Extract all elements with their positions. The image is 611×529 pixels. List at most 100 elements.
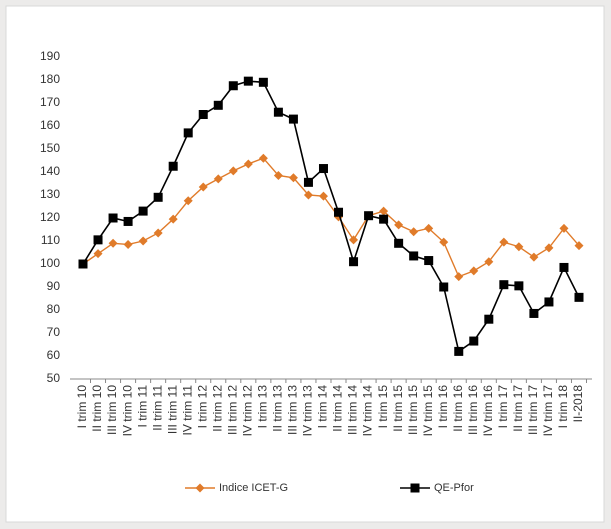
data-point — [379, 206, 389, 216]
x-tick-label: IV trim 12 — [241, 385, 255, 437]
x-tick-label: II trim 13 — [271, 385, 285, 432]
data-point — [228, 166, 238, 176]
data-point — [379, 214, 389, 224]
x-tick-label: III trim 15 — [406, 385, 420, 435]
x-tick-label: III trim 12 — [225, 385, 239, 435]
x-tick-label: III trim 13 — [286, 385, 300, 435]
x-tick-label: IV trim 13 — [301, 385, 315, 437]
y-tick-label: 190 — [40, 49, 60, 63]
data-point — [349, 257, 359, 267]
data-point — [108, 213, 118, 223]
y-tick-label: 80 — [47, 302, 61, 316]
x-tick-label: IV trim 14 — [361, 385, 375, 437]
data-point — [273, 107, 283, 117]
data-point — [318, 191, 328, 201]
x-tick-label: II trim 11 — [150, 385, 164, 431]
data-point — [303, 190, 313, 200]
data-point — [484, 314, 494, 324]
x-tick-label: IV trim 16 — [481, 385, 495, 437]
x-tick-label: IV trim 15 — [421, 385, 435, 437]
data-point — [93, 235, 103, 245]
y-tick-label: 170 — [40, 95, 60, 109]
data-point — [454, 272, 464, 282]
legend-label: QE-Pfor — [434, 482, 474, 494]
x-tick-label: I trim 14 — [316, 385, 330, 429]
data-point — [334, 207, 344, 217]
data-point — [123, 239, 133, 249]
x-tick-label: III trim 11 — [165, 385, 179, 434]
x-tick-label: II trim 10 — [90, 385, 104, 432]
x-tick-label: I trim 17 — [496, 385, 510, 429]
data-point — [303, 177, 313, 187]
data-point — [123, 216, 133, 226]
y-tick-label: 120 — [40, 210, 60, 224]
series-line — [82, 80, 580, 353]
x-tick-label: II trim 17 — [511, 385, 525, 432]
x-tick-label: IV trim 10 — [120, 385, 134, 437]
x-tick-label: I trim 13 — [256, 385, 270, 429]
data-point — [499, 280, 509, 290]
data-point — [574, 241, 584, 251]
y-tick-label: 180 — [40, 72, 60, 86]
x-tick-label: III trim 17 — [526, 385, 540, 435]
x-tick-label: I trim 12 — [195, 385, 209, 429]
data-point — [529, 308, 539, 318]
y-tick-label: 160 — [40, 118, 60, 132]
legend-marker — [195, 483, 205, 493]
x-tick-label: I trim 16 — [436, 385, 450, 429]
data-point — [243, 159, 253, 169]
data-point — [409, 251, 419, 261]
chart-frame — [5, 5, 605, 523]
data-point — [138, 236, 148, 246]
data-point — [514, 281, 524, 291]
data-point — [243, 76, 253, 86]
data-point — [544, 243, 554, 253]
data-point — [514, 242, 524, 252]
data-point — [544, 297, 554, 307]
data-point — [78, 259, 88, 269]
x-tick-label: III trim 10 — [105, 385, 119, 435]
x-tick-label: I trim 18 — [556, 385, 570, 429]
data-point — [559, 262, 569, 272]
x-tick-label: II trim 15 — [391, 385, 405, 432]
data-point — [198, 182, 208, 192]
data-point — [349, 235, 359, 245]
y-tick-label: 150 — [40, 141, 60, 155]
data-point — [288, 114, 298, 124]
data-point — [153, 192, 163, 202]
data-point — [288, 173, 298, 183]
data-point — [258, 77, 268, 87]
data-point — [574, 292, 584, 302]
data-point — [469, 336, 479, 346]
y-tick-label: 110 — [41, 233, 60, 247]
data-point — [484, 257, 494, 267]
data-point — [198, 110, 208, 119]
x-tick-label: III trim 14 — [346, 385, 360, 435]
data-point — [168, 161, 178, 171]
data-point — [228, 81, 238, 91]
data-point — [273, 170, 283, 180]
x-tick-label: II trim 16 — [451, 385, 465, 432]
y-tick-label: 90 — [47, 279, 61, 293]
data-point — [424, 223, 434, 233]
data-point — [183, 196, 193, 206]
data-point — [364, 211, 374, 221]
x-tick-label: II trim 12 — [210, 385, 224, 432]
data-point — [153, 228, 163, 238]
data-point — [138, 206, 148, 216]
x-tick-label: IV trim 17 — [541, 385, 555, 437]
data-point — [394, 220, 404, 230]
data-point — [93, 249, 103, 259]
series-line — [82, 157, 580, 278]
legend-marker — [410, 483, 420, 493]
data-point — [168, 214, 178, 224]
y-tick-label: 130 — [40, 187, 60, 201]
data-point — [394, 238, 404, 248]
y-tick-label: 140 — [40, 164, 60, 178]
data-point — [529, 252, 539, 262]
data-point — [318, 164, 328, 174]
x-tick-label: II-2018 — [571, 385, 585, 423]
x-tick-label: IV trim 11 — [180, 385, 194, 436]
data-point — [454, 346, 464, 356]
